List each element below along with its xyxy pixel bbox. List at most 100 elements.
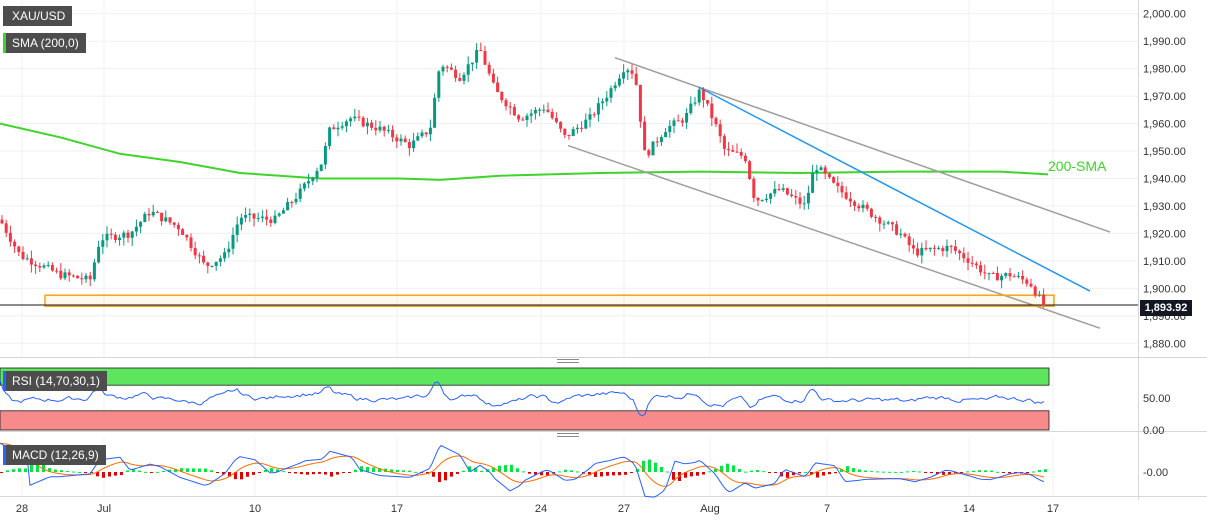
macd-histogram-bar — [954, 472, 957, 474]
macd-histogram-bar — [666, 471, 669, 473]
rsi-line — [0, 379, 1045, 417]
macd-histogram-bar — [1044, 469, 1047, 472]
candle-body — [693, 102, 697, 104]
rsi-indicator-label[interactable]: RSI (14,70,30,1) — [3, 371, 108, 391]
candle-body — [235, 224, 239, 235]
macd-histogram-bar — [1002, 472, 1005, 473]
macd-histogram-bar — [468, 466, 471, 472]
macd-histogram-bar — [480, 470, 483, 472]
candle-body — [1037, 294, 1041, 296]
candle-body — [151, 211, 155, 216]
macd-histogram-bar — [366, 466, 369, 472]
macd-histogram-bar — [972, 470, 975, 472]
candle-body — [374, 127, 378, 131]
macd-histogram-bar — [36, 460, 39, 472]
candle-body — [487, 64, 491, 74]
time-tick-label: 17 — [391, 503, 403, 515]
candle-body — [1029, 283, 1033, 287]
candle-body — [664, 132, 668, 138]
macd-histogram-bar — [102, 472, 105, 478]
candle-body — [378, 126, 382, 131]
candle-body — [130, 231, 134, 238]
last-price-tag: 1,893.92 — [1140, 300, 1192, 316]
macd-histogram-bar — [750, 470, 753, 472]
candle-body — [357, 116, 361, 118]
candle-body — [277, 213, 281, 216]
candle-body — [63, 272, 67, 279]
macd-histogram-bar — [378, 467, 381, 472]
macd-histogram-bar — [684, 472, 687, 478]
macd-histogram-bar — [798, 472, 801, 474]
macd-histogram-bar — [396, 469, 399, 472]
sma-indicator-text: SMA (200,0) — [12, 36, 79, 50]
candle-body — [517, 115, 521, 120]
macd-histogram-bar — [672, 472, 675, 480]
candle-body — [714, 118, 718, 125]
candle-body — [13, 241, 17, 247]
candle-body — [571, 129, 575, 137]
sma-indicator-label[interactable]: SMA (200,0) — [3, 33, 86, 53]
symbol-label[interactable]: XAU/USD — [3, 6, 73, 26]
candle-body — [143, 213, 147, 223]
candle-body — [8, 232, 12, 242]
candle-body — [1000, 276, 1004, 281]
candle-body — [311, 178, 315, 182]
candle-body — [118, 237, 122, 241]
candle-body — [643, 121, 647, 151]
macd-histogram-bar — [120, 472, 123, 475]
price-tick-label: 1,900.00 — [1143, 283, 1186, 295]
macd-histogram-bar — [108, 472, 111, 477]
macd-histogram-bar — [888, 471, 891, 473]
candle-body — [197, 255, 201, 257]
candle-body — [903, 233, 907, 237]
macd-indicator-label[interactable]: MACD (12,26,9) — [3, 445, 106, 465]
candle-body — [4, 223, 8, 233]
macd-histogram-bar — [126, 470, 129, 472]
candle-body — [840, 186, 844, 193]
candle-body — [84, 275, 88, 280]
candle-body — [655, 141, 659, 143]
macd-histogram-bar — [792, 472, 795, 476]
candle-body — [689, 103, 693, 114]
candle-body — [370, 122, 374, 128]
candle-body — [983, 272, 987, 274]
candle-body — [680, 120, 684, 123]
candle-body — [323, 146, 327, 165]
pane-resize-handle-macd[interactable] — [557, 433, 579, 439]
macd-histogram-bar — [24, 468, 27, 472]
grid-lines — [0, 0, 1138, 495]
macd-histogram-bar — [912, 471, 915, 473]
candle-body — [563, 128, 567, 135]
candle-body — [340, 126, 344, 128]
macd-histogram-bar — [642, 460, 645, 472]
candle-body — [617, 78, 621, 86]
candle-body — [941, 248, 945, 252]
candle-body — [67, 272, 71, 276]
candle-body — [353, 116, 357, 119]
candle-body — [752, 178, 756, 198]
macd-histogram-bar — [690, 472, 693, 477]
candle-body — [777, 188, 781, 190]
macd-histogram-bar — [228, 472, 231, 477]
candle-body — [848, 198, 852, 202]
candle-body — [269, 219, 273, 224]
macd-histogram-bar — [816, 472, 819, 478]
candle-body — [911, 245, 915, 249]
candle-body — [139, 222, 143, 227]
candle-body — [588, 114, 592, 120]
macd-histogram-bar — [462, 470, 465, 472]
macd-histogram-bar — [186, 468, 189, 472]
macd-histogram-bar — [216, 472, 219, 473]
candle-body — [344, 121, 348, 127]
sma-200-line — [0, 122, 1049, 181]
macd-histogram-bar — [1038, 469, 1041, 472]
macd-histogram-bar — [294, 472, 297, 474]
candle-body — [1004, 273, 1008, 277]
pane-resize-handle-rsi[interactable] — [557, 359, 579, 365]
macd-histogram-bar — [846, 466, 849, 472]
macd-histogram-bar — [984, 470, 987, 472]
candle-body — [634, 73, 638, 85]
candle-body — [361, 117, 365, 127]
rsi-overbought-band — [0, 367, 1050, 386]
candle-body — [365, 122, 369, 127]
